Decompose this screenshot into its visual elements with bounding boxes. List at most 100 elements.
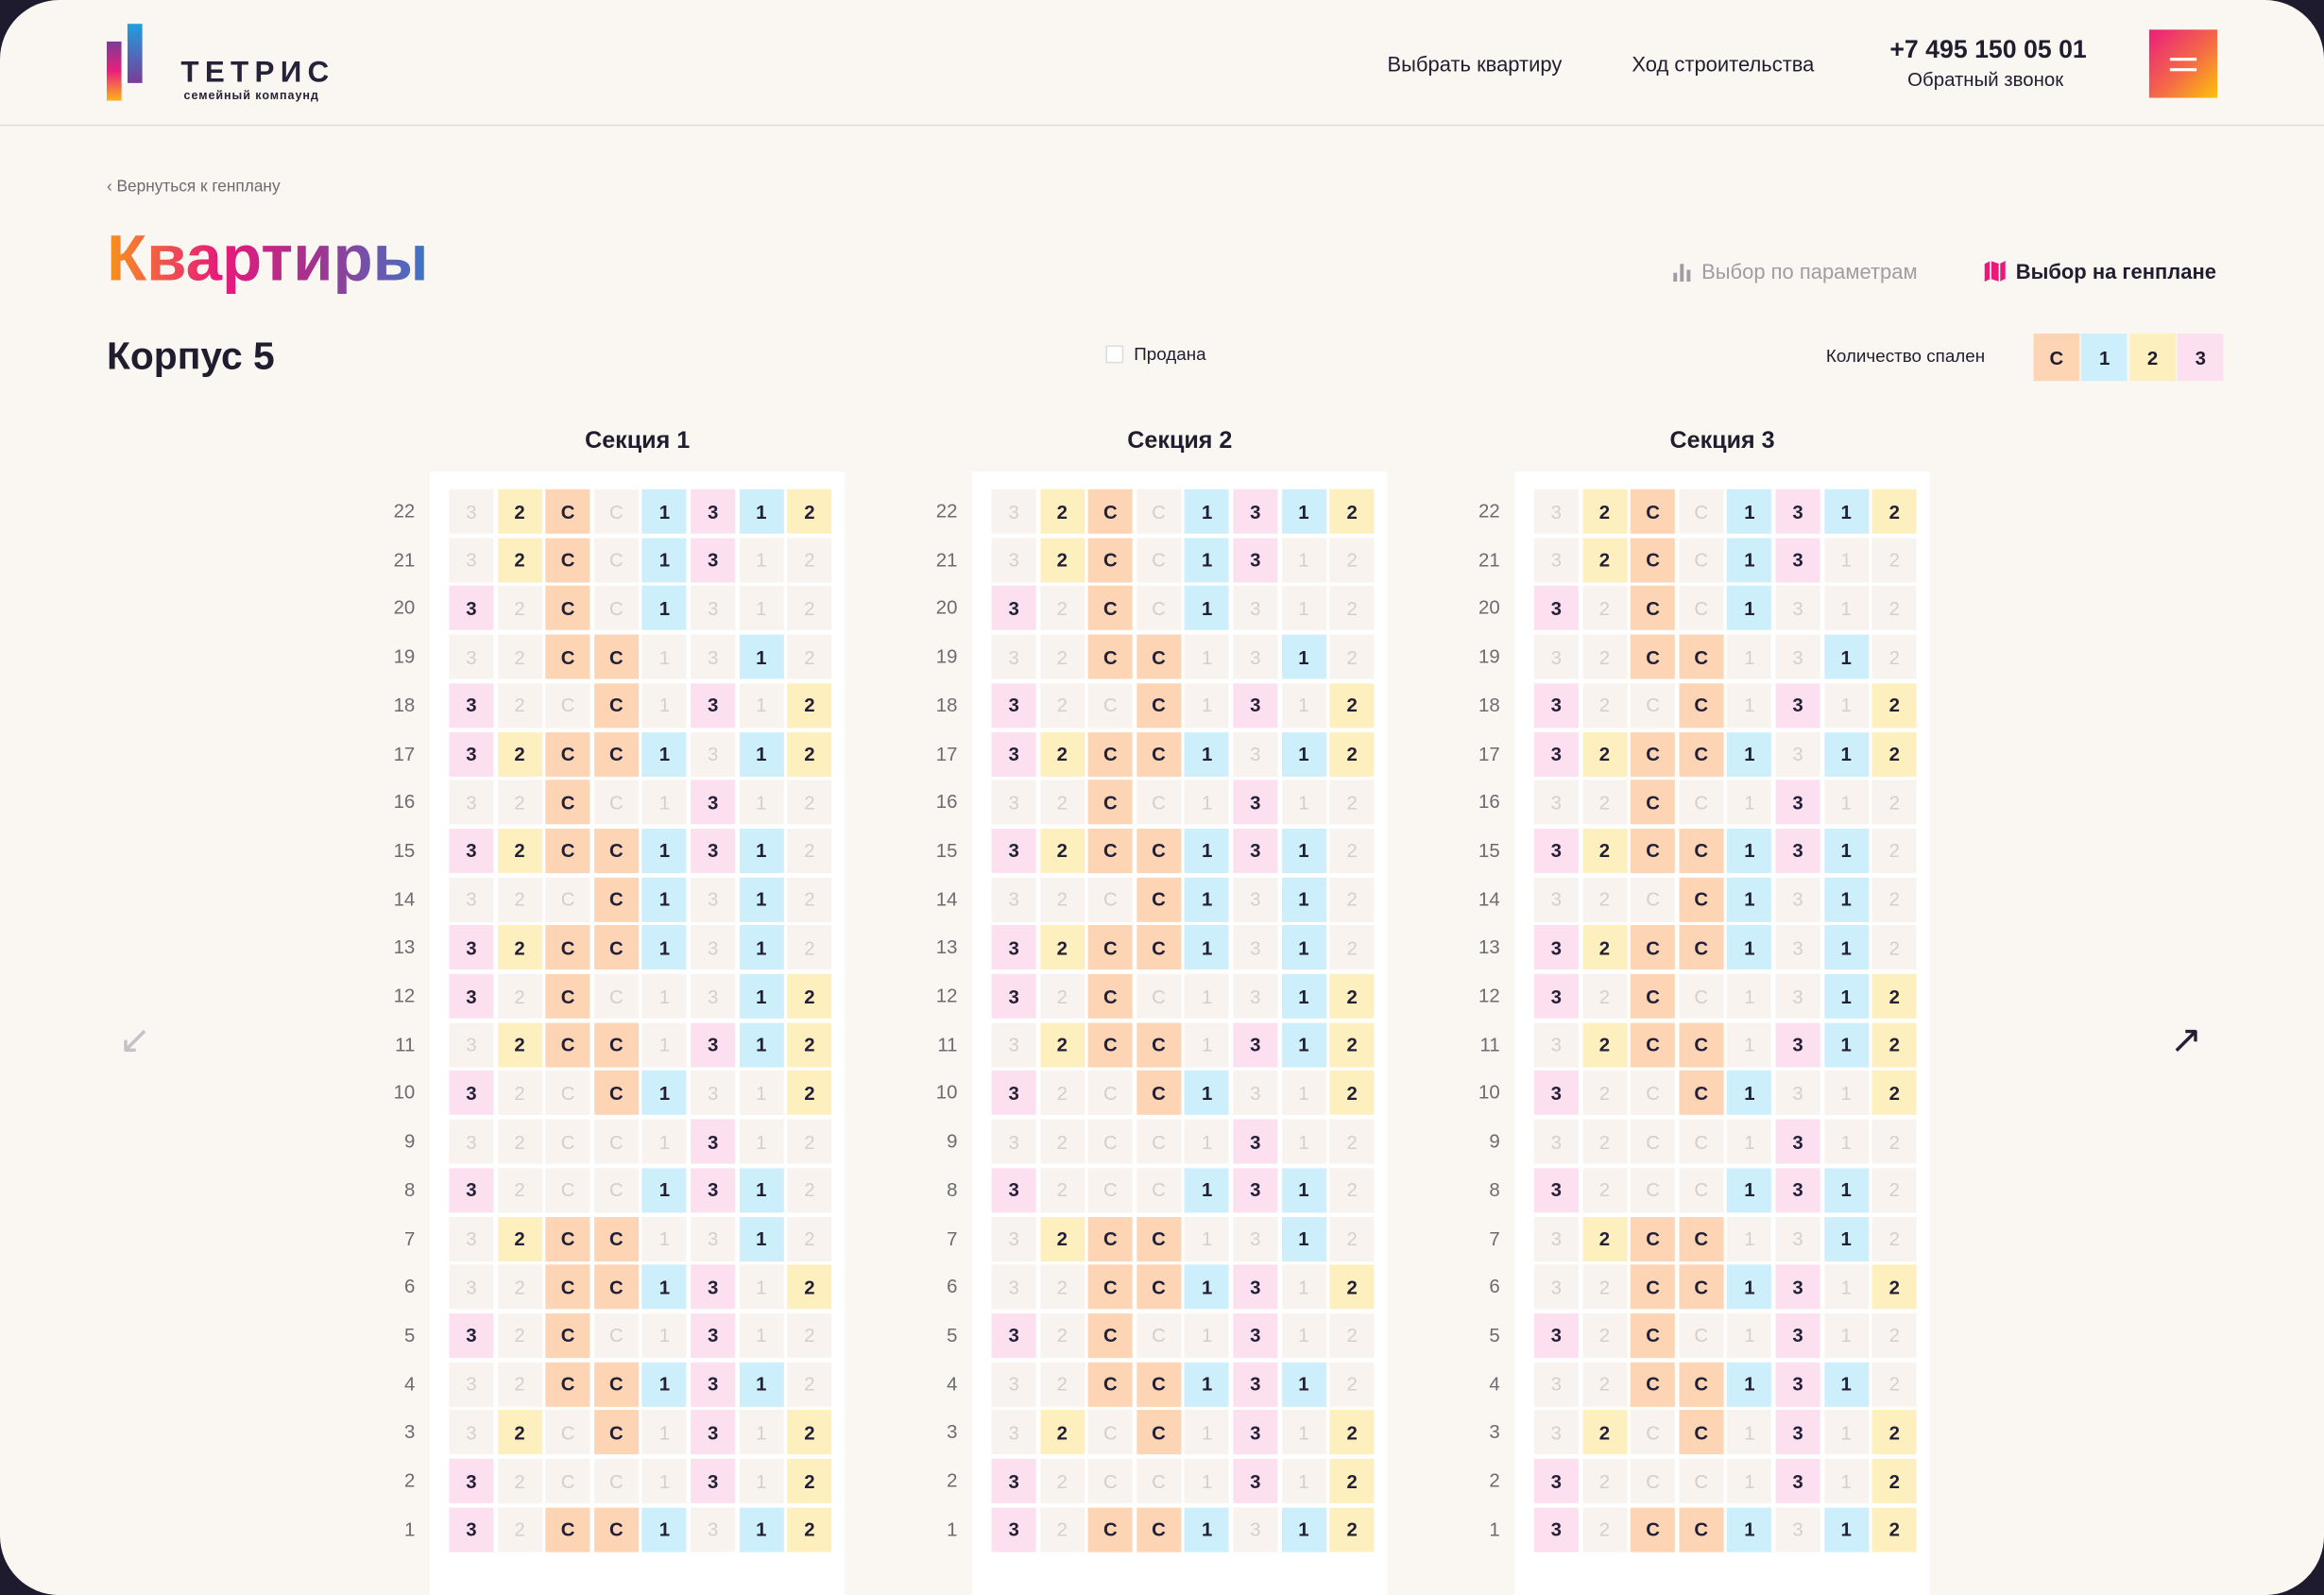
apartment-cell[interactable]: 3: [1775, 538, 1820, 583]
apartment-cell[interactable]: С: [1631, 1264, 1676, 1310]
apartment-cell[interactable]: 2: [787, 1410, 832, 1455]
apartment-cell[interactable]: 3: [1533, 925, 1579, 970]
apartment-cell[interactable]: 3: [1233, 1458, 1278, 1503]
apartment-cell[interactable]: 1: [1823, 1507, 1869, 1552]
apartment-cell[interactable]: 3: [1233, 828, 1278, 873]
apartment-cell[interactable]: 1: [641, 1362, 688, 1407]
apartment-cell[interactable]: С: [1631, 634, 1676, 679]
logo-icon[interactable]: [106, 24, 166, 101]
apartment-cell[interactable]: 1: [1727, 877, 1772, 922]
apartment-cell[interactable]: С: [1087, 1362, 1133, 1407]
apartment-cell[interactable]: 1: [739, 828, 784, 873]
apartment-cell[interactable]: С: [1679, 1216, 1724, 1261]
apartment-cell[interactable]: 1: [641, 1264, 688, 1310]
apartment-cell[interactable]: С: [1631, 925, 1676, 970]
apartment-cell[interactable]: 2: [1039, 925, 1085, 970]
apartment-cell[interactable]: 3: [449, 682, 494, 729]
apartment-cell[interactable]: 1: [1185, 1071, 1230, 1116]
apartment-cell[interactable]: 3: [991, 1071, 1036, 1116]
apartment-cell[interactable]: С: [1631, 586, 1676, 631]
apartment-cell[interactable]: 1: [641, 828, 688, 873]
apartment-cell[interactable]: 3: [691, 1312, 736, 1358]
apartment-cell[interactable]: 1: [1727, 489, 1772, 534]
apartment-cell[interactable]: 1: [641, 489, 688, 534]
apartment-cell[interactable]: С: [1136, 682, 1182, 729]
apartment-cell[interactable]: 3: [691, 780, 736, 825]
apartment-cell[interactable]: 3: [691, 1167, 736, 1213]
apartment-cell[interactable]: 3: [1533, 1458, 1579, 1503]
apartment-cell[interactable]: С: [1679, 1264, 1724, 1310]
apartment-cell[interactable]: С: [1087, 1264, 1133, 1310]
apartment-cell[interactable]: 1: [739, 731, 784, 777]
apartment-cell[interactable]: 2: [1871, 1264, 1917, 1310]
apartment-cell[interactable]: С: [593, 634, 639, 679]
apartment-cell[interactable]: 2: [1871, 1507, 1917, 1552]
apartment-cell[interactable]: 1: [1727, 1071, 1772, 1116]
apartment-cell[interactable]: 3: [1233, 1167, 1278, 1213]
apartment-cell[interactable]: 1: [1185, 1167, 1230, 1213]
apartment-cell[interactable]: С: [1679, 731, 1724, 777]
apartment-cell[interactable]: 1: [1281, 1507, 1326, 1552]
apartment-cell[interactable]: 2: [1329, 682, 1375, 729]
apartment-cell[interactable]: С: [545, 1312, 590, 1358]
apartment-cell[interactable]: 1: [739, 1216, 784, 1261]
apartment-cell[interactable]: С: [1631, 973, 1676, 1019]
apartment-cell[interactable]: 3: [691, 682, 736, 729]
apartment-cell[interactable]: 3: [1533, 973, 1579, 1019]
apartment-cell[interactable]: С: [1087, 634, 1133, 679]
legend-chip-3[interactable]: 3: [2178, 334, 2224, 382]
apartment-cell[interactable]: 1: [641, 877, 688, 922]
apartment-cell[interactable]: 3: [1233, 1119, 1278, 1164]
apartment-cell[interactable]: 3: [691, 538, 736, 583]
apartment-cell[interactable]: 1: [1185, 1264, 1230, 1310]
apartment-cell[interactable]: 1: [1281, 925, 1326, 970]
nav-construction-progress[interactable]: Ход строительства: [1632, 51, 1815, 77]
apartment-cell[interactable]: 2: [1581, 828, 1628, 873]
sold-checkbox[interactable]: [1105, 345, 1124, 364]
apartment-cell[interactable]: С: [545, 489, 590, 534]
apartment-cell[interactable]: С: [1679, 1362, 1724, 1407]
apartment-cell[interactable]: 1: [1823, 925, 1869, 970]
apartment-cell[interactable]: 2: [1329, 1022, 1375, 1068]
apartment-cell[interactable]: С: [545, 1022, 590, 1068]
apartment-cell[interactable]: 3: [691, 489, 736, 534]
apartment-cell[interactable]: 2: [1871, 1458, 1917, 1503]
apartment-cell[interactable]: 3: [691, 1119, 736, 1164]
apartment-cell[interactable]: 1: [1281, 1362, 1326, 1407]
menu-button[interactable]: [2148, 29, 2218, 98]
apartment-cell[interactable]: 1: [1727, 731, 1772, 777]
apartment-cell[interactable]: 1: [1823, 1216, 1869, 1261]
apartment-cell[interactable]: 1: [1281, 634, 1326, 679]
apartment-cell[interactable]: С: [1136, 634, 1182, 679]
apartment-cell[interactable]: 2: [1039, 731, 1085, 777]
apartment-cell[interactable]: 2: [1039, 1216, 1085, 1261]
apartment-cell[interactable]: 2: [497, 489, 542, 534]
apartment-cell[interactable]: С: [1136, 925, 1182, 970]
apartment-cell[interactable]: 2: [1039, 489, 1085, 534]
apartment-cell[interactable]: 3: [1533, 828, 1579, 873]
apartment-cell[interactable]: 3: [1775, 1119, 1820, 1164]
apartment-cell[interactable]: С: [1087, 731, 1133, 777]
apartment-cell[interactable]: 2: [1329, 1458, 1375, 1503]
apartment-cell[interactable]: 1: [641, 1507, 688, 1552]
apartment-cell[interactable]: 3: [1775, 1264, 1820, 1310]
apartment-cell[interactable]: С: [545, 1362, 590, 1407]
callback-link[interactable]: Обратный звонок: [1907, 68, 2064, 91]
apartment-cell[interactable]: 1: [739, 1362, 784, 1407]
apartment-cell[interactable]: С: [545, 925, 590, 970]
apartment-cell[interactable]: С: [1136, 1362, 1182, 1407]
view-on-masterplan-link[interactable]: Выбор на генплане: [1983, 260, 2216, 283]
apartment-cell[interactable]: 1: [1185, 828, 1230, 873]
apartment-cell[interactable]: 2: [1329, 731, 1375, 777]
apartment-cell[interactable]: С: [545, 828, 590, 873]
apartment-cell[interactable]: 1: [1823, 489, 1869, 534]
apartment-cell[interactable]: 2: [787, 1458, 832, 1503]
apartment-cell[interactable]: 3: [991, 1167, 1036, 1213]
apartment-cell[interactable]: 2: [1039, 1022, 1085, 1068]
apartment-cell[interactable]: С: [545, 780, 590, 825]
apartment-cell[interactable]: 3: [991, 973, 1036, 1019]
legend-chip-2[interactable]: 2: [2129, 334, 2176, 382]
apartment-cell[interactable]: 2: [497, 731, 542, 777]
apartment-cell[interactable]: С: [545, 1507, 590, 1552]
apartment-cell[interactable]: С: [1631, 731, 1676, 777]
